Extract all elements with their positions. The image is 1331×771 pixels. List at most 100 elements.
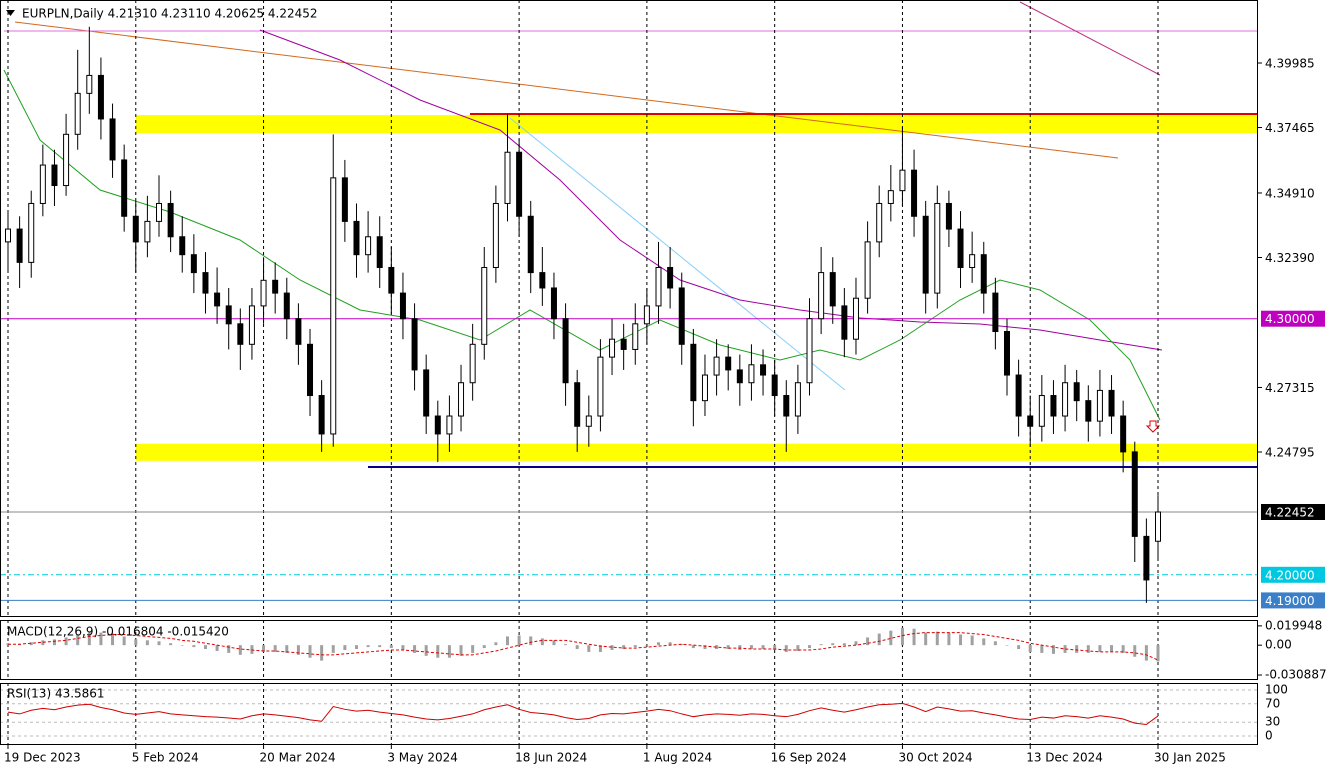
- macd-bar: [1144, 645, 1148, 661]
- candle-body: [1120, 415, 1127, 453]
- macd-bar: [703, 645, 707, 650]
- macd-bar: [308, 645, 312, 658]
- x-tick-label: 1 Aug 2024: [643, 751, 712, 765]
- price-label-box: [1261, 566, 1325, 583]
- macd-bar: [413, 645, 417, 653]
- candle-body: [678, 287, 685, 345]
- macd-bar: [1086, 645, 1090, 653]
- macd-bar: [831, 643, 835, 646]
- y-tick-label: 70: [1265, 696, 1280, 710]
- macd-bar: [726, 645, 730, 650]
- macd-bar: [87, 632, 91, 646]
- macd-bar: [842, 643, 846, 646]
- macd-signal: [8, 632, 1159, 661]
- candle-body: [690, 343, 697, 402]
- x-tick-label: 20 Mar 2024: [260, 751, 336, 765]
- candle-body: [1015, 374, 1022, 417]
- candle-body: [783, 395, 790, 417]
- candle-body: [1155, 511, 1161, 542]
- candle-body: [760, 364, 767, 376]
- candle-body: [214, 292, 221, 307]
- candle-body: [1038, 395, 1045, 427]
- macd-bar: [610, 645, 614, 650]
- candle-body: [39, 164, 46, 204]
- macd-bar: [819, 644, 823, 646]
- macd-bar: [331, 645, 335, 653]
- y-tick-label: 4.24795: [1265, 446, 1315, 460]
- macd-bar: [900, 627, 904, 646]
- candle-body: [574, 382, 581, 427]
- macd-bar: [1121, 645, 1125, 653]
- candle-body: [1131, 451, 1138, 537]
- candle-body: [121, 159, 128, 217]
- macd-bar: [552, 640, 556, 646]
- macd-bar: [1110, 645, 1114, 652]
- macd-bar: [262, 645, 266, 652]
- macd-bar: [889, 630, 893, 646]
- candle-body: [992, 292, 999, 333]
- y-tick-label: 0.019948: [1265, 618, 1322, 632]
- candle-body: [237, 323, 244, 345]
- rsi-line: [7, 702, 1159, 726]
- macd-bar: [540, 638, 544, 646]
- candle-body: [446, 415, 453, 435]
- candle-body: [109, 118, 116, 161]
- macd-bar: [99, 632, 103, 646]
- candle-body: [434, 415, 441, 435]
- macd-bar: [761, 645, 765, 650]
- macd-bar: [459, 645, 463, 656]
- candle-body: [911, 169, 918, 217]
- candle-body: [841, 305, 848, 340]
- macd-bar: [517, 635, 521, 646]
- macd-bar: [471, 645, 475, 653]
- macd-bar: [401, 645, 405, 650]
- candle-body: [632, 323, 639, 350]
- macd-bar: [1005, 645, 1009, 646]
- candle-body: [667, 266, 674, 289]
- main-pane: [0, 0, 1258, 617]
- candle-body: [132, 215, 139, 243]
- candle-body: [957, 228, 964, 268]
- candle-body: [248, 305, 255, 345]
- macd-bar: [320, 645, 324, 661]
- candle-body: [144, 220, 151, 243]
- collapse-icon[interactable]: [6, 10, 15, 16]
- candle-body: [74, 92, 81, 135]
- candle-body: [516, 151, 523, 217]
- y-tick-label: 0.00: [1265, 638, 1292, 652]
- candle-body: [562, 318, 569, 384]
- candle-body: [365, 236, 372, 256]
- y-tick-label: 4.27315: [1265, 381, 1315, 395]
- macd-bar: [296, 645, 300, 655]
- candle-body: [51, 164, 58, 187]
- candle-body: [899, 169, 906, 192]
- candle-body: [63, 133, 70, 187]
- macd-bar: [622, 645, 626, 650]
- drawing-objects: [3, 1, 1258, 468]
- candle-body: [16, 228, 23, 263]
- macd-bar: [203, 645, 207, 650]
- macd-bar: [935, 631, 939, 646]
- y-tick-label: 4.22452: [1265, 506, 1315, 520]
- macd-bar: [529, 636, 533, 646]
- candle-body: [1085, 400, 1092, 422]
- candle-body: [713, 356, 720, 376]
- macd-bar: [1063, 645, 1067, 653]
- x-tick-label: 18 Jun 2024: [515, 751, 587, 765]
- macd-bar: [912, 628, 916, 646]
- macd-bar: [505, 636, 509, 646]
- moving-average: [3, 69, 1161, 421]
- x-tick-label: 30 Oct 2024: [898, 751, 972, 765]
- macd-bar: [76, 634, 80, 646]
- candle-body: [307, 343, 314, 397]
- candle-body: [86, 74, 93, 94]
- macd-bar: [564, 644, 568, 646]
- trend-line: [509, 117, 846, 391]
- macd-bar: [808, 645, 812, 649]
- macd-bar: [959, 634, 963, 646]
- macd-bar: [877, 633, 881, 646]
- macd-bar: [691, 645, 695, 649]
- y-tick-label: 4.19000: [1265, 594, 1315, 608]
- macd-bar: [238, 645, 242, 655]
